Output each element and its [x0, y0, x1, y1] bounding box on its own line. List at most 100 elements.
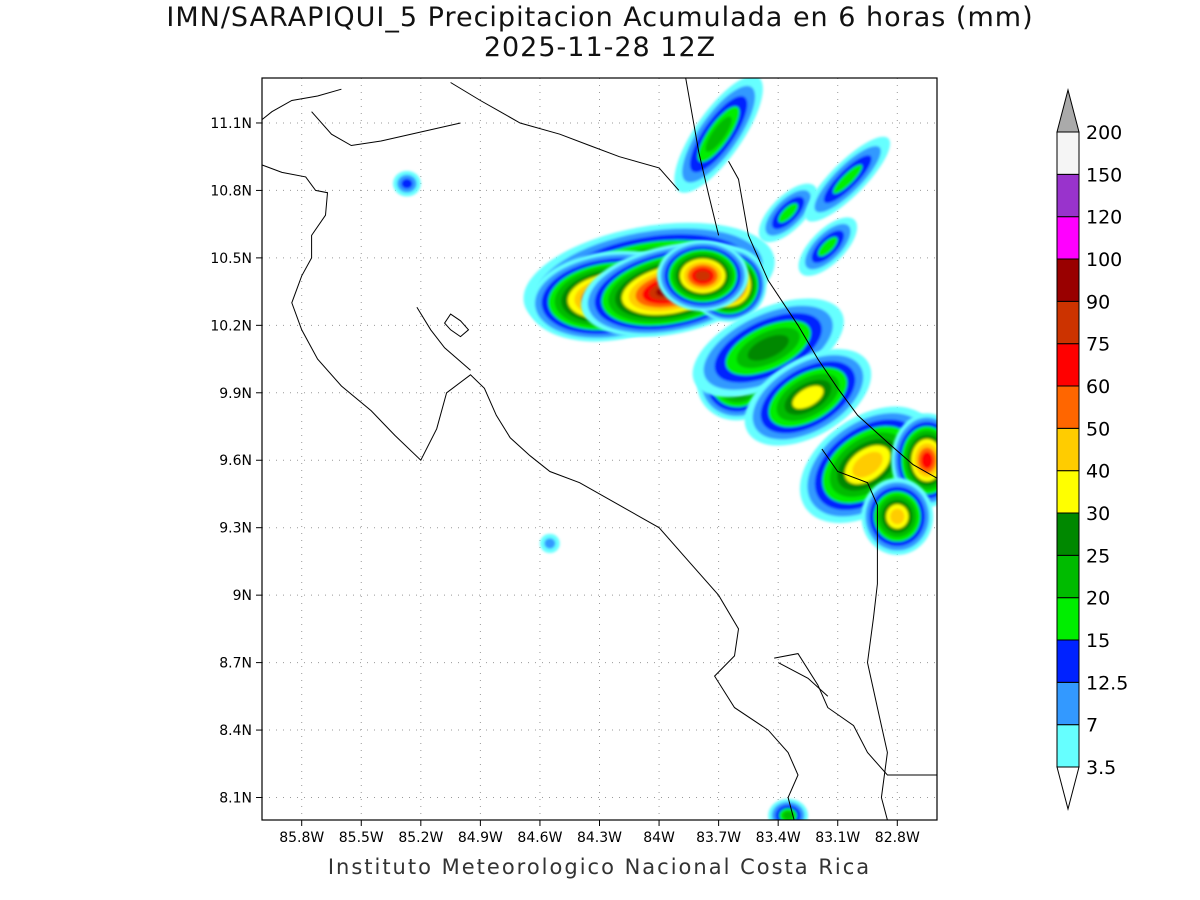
colorbar-label: 60 [1086, 376, 1110, 398]
colorbar-swatch [1056, 385, 1080, 429]
y-tick-label: 9.3N [219, 521, 252, 537]
y-tick-label: 8.1N [219, 791, 252, 807]
colorbar-swatch [1056, 724, 1080, 768]
coastline [416, 307, 471, 371]
colorbar-label: 30 [1086, 503, 1110, 525]
precip-band [695, 270, 711, 281]
lake-outline [443, 313, 470, 338]
y-tick-label: 11.1N [210, 116, 252, 132]
x-tick-label: 83.4W [756, 830, 801, 846]
colorbar-swatch [1056, 554, 1080, 599]
precip-cell [805, 136, 891, 222]
x-tick-label: 85.2W [398, 830, 443, 846]
precip-band [890, 508, 905, 525]
colorbar-label: 25 [1086, 545, 1110, 567]
colorbar-label: 20 [1086, 588, 1110, 610]
chart-subtitle: 2025-11-28 12Z [483, 32, 717, 63]
precip-cell [539, 533, 560, 554]
colorbar-label: 15 [1086, 630, 1110, 652]
colorbar-swatch [1056, 639, 1080, 683]
coastline [262, 88, 342, 121]
x-tick-label: 82.8W [875, 830, 920, 846]
colorbar-label: 90 [1086, 291, 1110, 313]
precip-cell [798, 217, 858, 276]
precip-band [792, 385, 824, 409]
precip-band [705, 116, 732, 152]
precip-cell [656, 240, 749, 312]
colorbar-label: 150 [1086, 164, 1122, 186]
precip-band [852, 451, 883, 478]
y-tick-label: 8.4N [219, 723, 252, 739]
x-tick-label: 84.3W [577, 830, 622, 846]
precip-cell [768, 798, 809, 820]
x-tick-label: 85.5W [339, 830, 384, 846]
colorbar-swatch [1056, 343, 1080, 387]
y-tick-label: 9.9N [219, 386, 252, 402]
y-tick-label: 8.7N [219, 656, 252, 672]
precip-cell [758, 183, 818, 243]
precip-cell [861, 477, 934, 555]
coastline [685, 78, 720, 236]
colorbar-label: 3.5 [1086, 757, 1116, 779]
x-tick-label: 83.1W [815, 830, 860, 846]
colorbar-label: 50 [1086, 418, 1110, 440]
colorbar-swatch [1056, 173, 1080, 218]
x-tick-label: 84W [643, 830, 675, 846]
colorbar-label: 75 [1086, 334, 1110, 356]
coastline-layer [262, 78, 937, 820]
y-tick-label: 9.6N [219, 453, 252, 469]
coastline [262, 164, 799, 820]
colorbar-swatch [1056, 258, 1080, 302]
colorbar-label: 12.5 [1086, 672, 1128, 694]
precip-band [401, 178, 413, 189]
coastline [728, 160, 937, 479]
precip-band [782, 811, 794, 820]
y-tick-label: 10.8N [210, 183, 252, 199]
country-border [821, 448, 888, 820]
precip-band [921, 451, 933, 469]
x-tick-label: 84.9W [458, 830, 503, 846]
precip-band [544, 538, 556, 549]
footer-credit: Instituto Meteorologico Nacional Costa R… [327, 855, 872, 879]
colorbar-swatch [1056, 216, 1080, 260]
precip-cell [692, 298, 844, 398]
longitude-ticks: 85.8W 85.5W 85.2W 84.9W 84.6W 84.3W 84W 83.7W 83… [279, 820, 920, 846]
grid-layer [262, 78, 937, 820]
x-tick-label: 83.7W [696, 830, 741, 846]
colorbar-label: 200 [1086, 122, 1122, 144]
colorbar-swatch [1056, 470, 1080, 514]
precip-band [833, 164, 863, 194]
colorbar-label: 40 [1086, 461, 1110, 483]
precip-band [747, 334, 789, 361]
colorbar-label: 7 [1086, 715, 1098, 737]
colorbar-label: 100 [1086, 249, 1122, 271]
y-tick-label: 10.5N [210, 251, 252, 267]
colorbar: 3.5 7 12.5 15 20 25 30 40 50 60 75 90 100 120 150 200 [1056, 88, 1128, 811]
colorbar-swatch [1056, 681, 1080, 726]
colorbar-swatch [1056, 300, 1080, 345]
precip-band [818, 236, 838, 257]
country-border [311, 111, 461, 147]
colorbar-swatch [1056, 427, 1080, 472]
coastline [777, 662, 829, 697]
latitude-ticks: 8.1N 8.4N 8.7N 9N 9.3N 9.6N 9.9N 10.2N 10.5N 10.8… [210, 116, 262, 807]
colorbar-swatch [1056, 597, 1080, 641]
precip-cell [744, 348, 872, 446]
y-tick-label: 10.2N [210, 318, 252, 334]
y-tick-label: 9N [233, 588, 252, 604]
precip-band [778, 203, 798, 223]
colorbar-swatch [1056, 131, 1080, 175]
x-tick-label: 84.6W [517, 830, 562, 846]
precipitation-layer [392, 78, 937, 820]
colorbar-under-triangle [1056, 766, 1080, 811]
coastline [450, 82, 680, 191]
colorbar-label: 120 [1086, 207, 1122, 229]
colorbar-swatch [1056, 512, 1080, 556]
x-tick-label: 85.8W [279, 830, 324, 846]
coastline [774, 653, 937, 776]
precip-cell [392, 170, 421, 197]
colorbar-over-triangle [1056, 88, 1080, 133]
chart-title: IMN/SARAPIQUI_5 Precipitacion Acumulada … [166, 2, 1034, 33]
